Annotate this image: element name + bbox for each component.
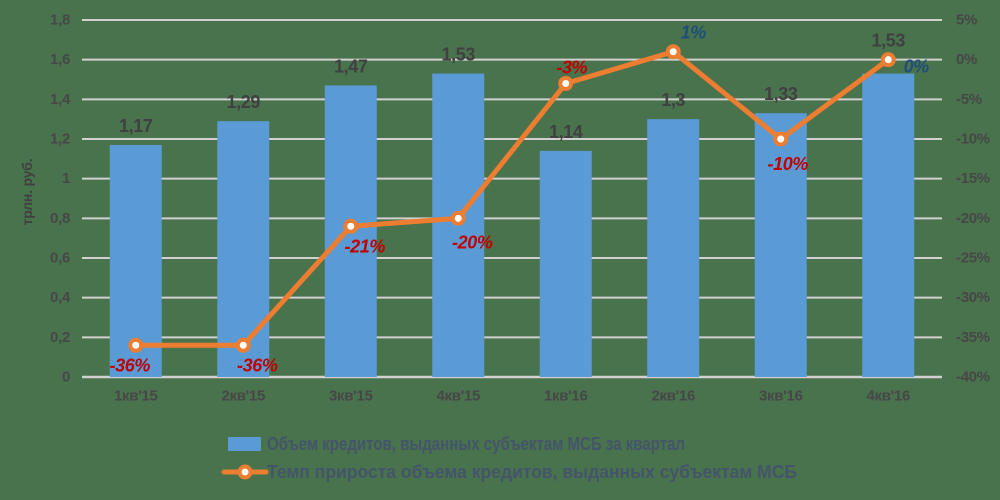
line-point-marker xyxy=(665,44,681,60)
y-axis-title: трлн. руб. xyxy=(19,159,35,226)
line-markers xyxy=(128,44,896,353)
bar-value-label: 1,33 xyxy=(764,84,798,104)
right-axis-tick: -30% xyxy=(956,289,990,306)
legend-bar-label: Объем кредитов, выданных субъектам МСБ з… xyxy=(267,434,685,454)
right-axis-tick: -5% xyxy=(956,91,982,108)
x-axis-tick: 3кв'16 xyxy=(759,388,803,405)
line-point-marker xyxy=(235,337,251,353)
left-axis-tick: 1,6 xyxy=(50,51,70,68)
pct-value-label: 1% xyxy=(681,23,707,43)
legend-line-label: Темп прироста объема кредитов, выданных … xyxy=(267,462,797,482)
legend-bar-swatch-icon xyxy=(228,437,261,451)
pct-value-label: -20% xyxy=(452,232,493,252)
left-axis-tick: 1,8 xyxy=(50,12,70,29)
right-axis-tick: -35% xyxy=(956,329,990,346)
right-axis-tick: 0% xyxy=(956,51,977,68)
bar-value-label: 1,53 xyxy=(872,31,906,51)
bar-series xyxy=(109,73,915,378)
line-point-marker xyxy=(128,337,144,353)
x-axis-tick: 2кв'16 xyxy=(651,388,695,405)
left-axis-tick: 0,4 xyxy=(50,289,71,306)
bar xyxy=(647,119,700,378)
bar xyxy=(217,121,270,378)
pct-value-label: -36% xyxy=(237,355,278,375)
bar-value-label: 1,29 xyxy=(227,92,261,112)
pct-value-label: -10% xyxy=(768,154,809,174)
left-axis-tick: 0,6 xyxy=(50,250,70,267)
pct-value-label: 0% xyxy=(904,57,930,77)
x-axis-tick: 1кв'16 xyxy=(544,388,588,405)
bar xyxy=(754,113,807,377)
line-point-marker xyxy=(558,75,574,91)
bar-value-label: 1,3 xyxy=(661,90,685,110)
line-point-marker xyxy=(343,218,359,234)
x-axis-tick: 2кв'15 xyxy=(221,388,265,405)
x-axis-tick: 4кв'16 xyxy=(866,388,910,405)
right-axis-tick: 5% xyxy=(956,12,977,29)
gridlines xyxy=(82,19,942,379)
right-axis-tick: -15% xyxy=(956,170,990,187)
right-axis-tick: -25% xyxy=(956,250,990,267)
right-axis-tick: -10% xyxy=(956,131,990,148)
left-axis-tick: 0,2 xyxy=(50,329,70,346)
pct-value-label: -21% xyxy=(345,236,386,256)
line-point-marker xyxy=(880,52,896,68)
bar-value-label: 1,53 xyxy=(442,45,476,65)
bar-value-label: 1,14 xyxy=(549,122,583,142)
left-axis-tick: 1,4 xyxy=(50,91,71,108)
left-axis-tick: 1 xyxy=(62,170,70,187)
bar-value-label: 1,17 xyxy=(119,116,153,136)
x-axis-tick: 4кв'15 xyxy=(436,388,480,405)
legend-line-marker-icon xyxy=(237,464,253,480)
left-axis-tick: 0 xyxy=(62,369,70,386)
right-axis-tick-labels: 5% 0% -5% -10% -15% -20% -25% -30% -35% -40% xyxy=(956,12,990,386)
pct-value-label: -3% xyxy=(556,57,587,77)
bar-value-label: 1,47 xyxy=(334,56,368,76)
line-point-marker xyxy=(450,210,466,226)
trend-line xyxy=(133,49,891,348)
left-axis-tick: 0,8 xyxy=(50,210,70,227)
left-axis-tick: 1,2 xyxy=(50,131,70,148)
line-point-marker xyxy=(773,131,789,147)
left-axis-tick-labels: 1,8 1,6 1,4 1,2 1 0,8 0,6 0,4 0,2 0 xyxy=(50,12,71,386)
x-axis-tick-labels: 1кв'15 2кв'15 3кв'15 4кв'15 1кв'16 2кв'16 3кв'… xyxy=(114,388,910,405)
pct-value-labels: -36% -36% -21% -20% -3% 1% -10% 0% xyxy=(110,23,930,376)
bar-value-labels: 1,17 1,29 1,47 1,53 1,14 1,3 1,33 1,53 xyxy=(119,31,906,142)
legend: Объем кредитов, выданных субъектам МСБ з… xyxy=(221,434,797,482)
pct-value-label: -36% xyxy=(110,355,151,375)
right-axis-tick: -20% xyxy=(956,210,990,227)
bar xyxy=(862,73,915,378)
right-axis-tick: -40% xyxy=(956,369,990,386)
x-axis-tick: 3кв'15 xyxy=(329,388,373,405)
bar xyxy=(539,150,592,377)
x-axis-tick: 1кв'15 xyxy=(114,388,158,405)
